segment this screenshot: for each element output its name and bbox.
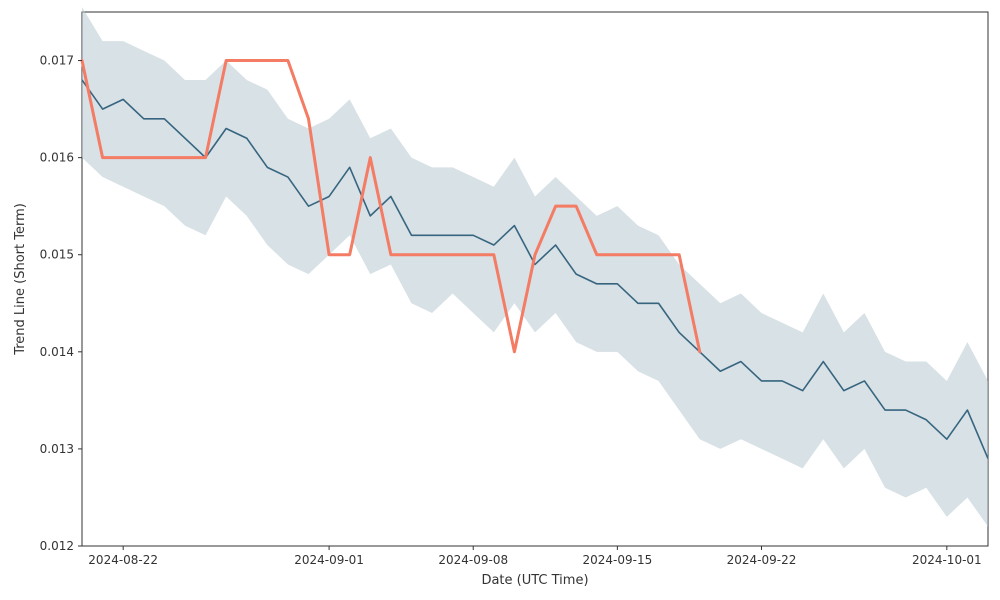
- y-tick-label: 0.017: [40, 54, 74, 68]
- y-tick-label: 0.012: [40, 539, 74, 553]
- x-tick-label: 2024-09-08: [438, 553, 508, 567]
- y-tick-label: 0.013: [40, 442, 74, 456]
- y-tick-label: 0.014: [40, 345, 74, 359]
- x-tick-label: 2024-08-22: [88, 553, 158, 567]
- y-axis-label: Trend Line (Short Term): [13, 203, 28, 356]
- confidence-band: [82, 7, 988, 526]
- x-tick-label: 2024-10-01: [912, 553, 982, 567]
- x-tick-label: 2024-09-15: [582, 553, 652, 567]
- x-axis-label: Date (UTC Time): [481, 573, 588, 588]
- y-tick-label: 0.015: [40, 248, 74, 262]
- trend-chart: 2024-08-22 2024-09-01 2024-09-08 2024-09-15…: [0, 0, 1000, 600]
- y-axis-ticks: 0.012 0.013 0.014 0.015 0.016 0.017: [40, 54, 82, 553]
- x-tick-label: 2024-09-22: [727, 553, 797, 567]
- x-axis-ticks: 2024-08-22 2024-09-01 2024-09-08 2024-09-15…: [88, 546, 981, 567]
- x-tick-label: 2024-09-01: [294, 553, 364, 567]
- y-tick-label: 0.016: [40, 151, 74, 165]
